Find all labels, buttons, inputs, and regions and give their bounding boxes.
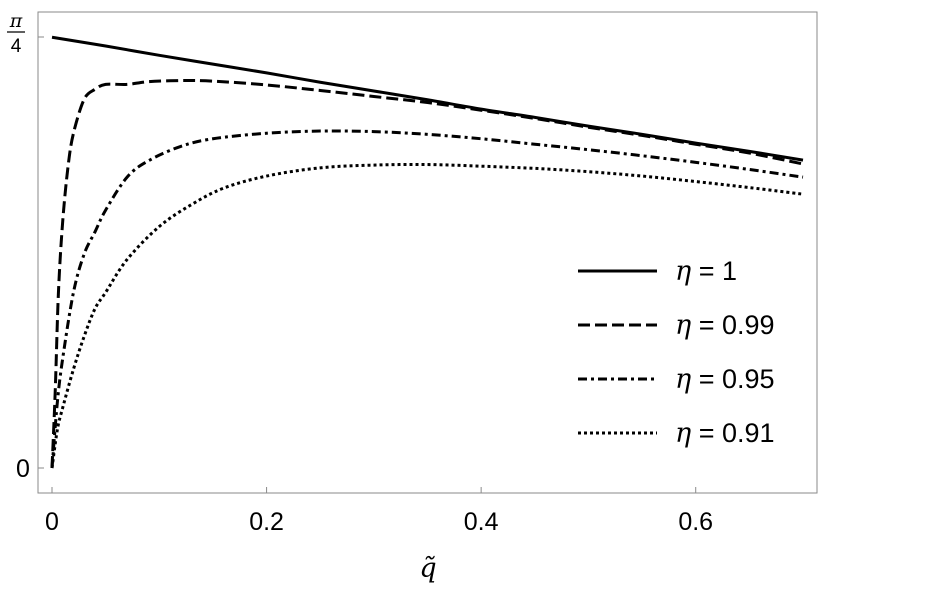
series-line-2 — [50, 129, 804, 469]
legend-value: = 0.95 — [691, 364, 774, 394]
legend-eta-symbol: η — [675, 418, 691, 449]
legend-label-2: η = 0.95 — [675, 364, 775, 395]
y-tick-label-fraction: π4 — [7, 10, 25, 57]
legend-value: = 1 — [691, 256, 737, 286]
x-tick-label: 0.4 — [464, 508, 499, 536]
plot-frame — [37, 11, 818, 494]
x-tick-label: 0.6 — [678, 508, 713, 536]
legend-label-0: η = 1 — [675, 256, 737, 287]
x-tick-label: 0.2 — [249, 508, 284, 536]
series-line-3 — [50, 162, 804, 469]
y-tick-label-numerator: π — [9, 10, 23, 32]
legend-label-1: η = 0.99 — [675, 310, 775, 341]
x-tick-label: 0 — [45, 508, 59, 536]
y-tick-label-denominator: 4 — [11, 36, 22, 57]
legend-eta-symbol: η — [675, 364, 691, 395]
legend-value: = 0.91 — [691, 418, 774, 448]
legend-label-3: η = 0.91 — [675, 418, 775, 449]
series-line-1 — [50, 79, 804, 469]
legend-eta-symbol: η — [675, 256, 691, 287]
series-line-0 — [51, 35, 804, 162]
y-tick-label: 0 — [16, 455, 30, 483]
legend-value: = 0.99 — [691, 310, 774, 340]
legend-eta-symbol: η — [675, 310, 691, 341]
x-axis-label: q̃ — [419, 553, 436, 584]
